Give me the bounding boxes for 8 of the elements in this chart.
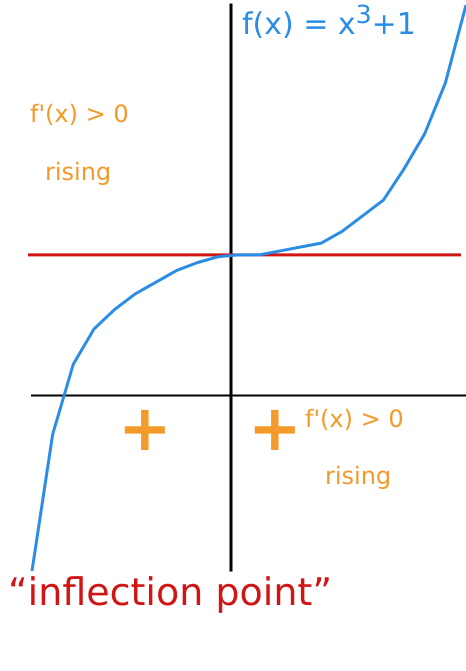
annotation: rising: [325, 462, 392, 490]
annotation: f(x) = x$^{3}$+1: [242, 0, 416, 42]
annotation: “inflection point”: [8, 570, 332, 614]
annotation: rising: [45, 158, 112, 186]
annotation: f'(x) > 0: [305, 405, 404, 433]
annotation: f'(x) > 0: [30, 100, 129, 128]
annotation: +: [248, 392, 302, 466]
annotation: +: [118, 392, 172, 466]
